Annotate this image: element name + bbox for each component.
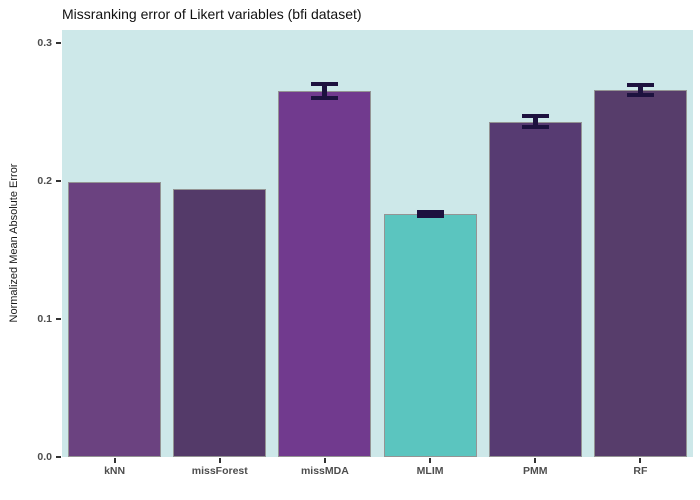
bar-MLIM — [383, 214, 477, 457]
y-tick-mark — [56, 317, 61, 320]
bar-missForest — [173, 189, 267, 457]
error-bar-RF — [626, 83, 654, 97]
x-tick-mark — [218, 458, 221, 463]
x-tick-mark — [429, 458, 432, 463]
y-tick-label: 0.2 — [37, 174, 52, 187]
y-tick-label: 0.3 — [37, 36, 52, 49]
error-bar-missMDA — [311, 82, 339, 101]
y-tick-label: 0.0 — [37, 451, 52, 463]
y-tick-mark — [56, 179, 61, 182]
y-tick-mark — [56, 41, 61, 44]
x-tick-mark — [639, 458, 642, 463]
x-tick-label-MLIM: MLIM — [416, 465, 444, 477]
error-bar-stem — [532, 114, 538, 130]
x-tick-mark — [113, 458, 116, 463]
x-tick-label-missForest: missForest — [191, 465, 248, 477]
bar-kNN — [68, 182, 162, 457]
error-bar-MLIM — [416, 210, 444, 219]
error-bar-stem — [322, 82, 328, 101]
x-tick-mark — [323, 458, 326, 463]
y-axis-title: Normalized Mean Absolute Error — [8, 163, 20, 323]
bar-missMDA — [278, 91, 372, 457]
x-tick-label-RF: RF — [633, 465, 648, 477]
error-bar-PMM — [521, 114, 549, 130]
x-tick-label-missMDA: missMDA — [300, 465, 349, 477]
x-tick-label-kNN: kNN — [104, 465, 126, 477]
y-tick-label: 0.1 — [37, 312, 52, 325]
plot-area — [62, 30, 693, 457]
chart-title: Missranking error of Likert variables (b… — [62, 6, 362, 22]
y-tick-mark — [56, 456, 61, 458]
x-tick-mark — [534, 458, 537, 463]
error-bar-stem — [637, 83, 643, 97]
x-tick-label-PMM: PMM — [523, 465, 548, 477]
bar-PMM — [488, 121, 582, 457]
error-bar-stem — [427, 210, 433, 219]
bar-RF — [593, 89, 687, 457]
